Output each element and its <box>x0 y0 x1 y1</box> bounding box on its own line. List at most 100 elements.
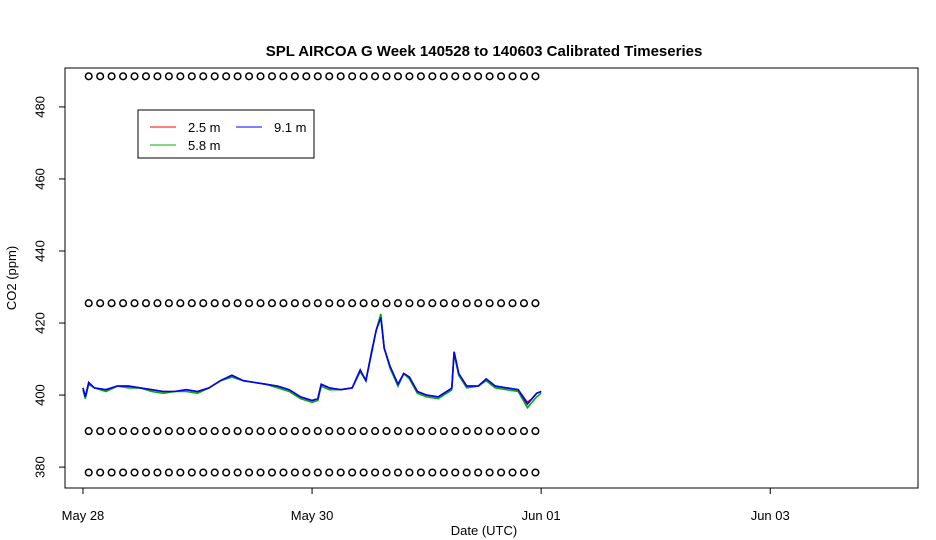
x-tick-label: May 28 <box>62 508 105 523</box>
calibration-point <box>474 468 483 477</box>
calibration-point <box>267 427 277 436</box>
calibration-point <box>302 299 311 308</box>
calibration-point <box>531 72 540 81</box>
calibration-point <box>462 468 471 477</box>
calibration-point <box>119 468 128 477</box>
calibration-point <box>141 427 151 436</box>
calibration-point <box>141 468 151 477</box>
calibration-point <box>233 299 242 308</box>
chart-title: SPL AIRCOA G Week 140528 to 140603 Calib… <box>266 43 703 60</box>
calibration-point <box>256 427 265 436</box>
calibration-point <box>451 299 460 308</box>
calibration-point <box>416 72 425 81</box>
calibration-point <box>416 299 425 308</box>
series-line <box>82 313 542 410</box>
x-tick-label: Jun 01 <box>522 508 561 523</box>
calibration-point <box>130 468 139 477</box>
calibration-point <box>348 299 357 308</box>
calibration-point <box>531 427 540 436</box>
plot-frame <box>64 67 919 489</box>
calibration-point <box>519 427 529 436</box>
calibration-point <box>348 427 357 436</box>
calibration-point <box>164 427 173 436</box>
calibration-point <box>187 72 196 81</box>
calibration-point <box>325 72 334 81</box>
calibration-point <box>164 299 173 308</box>
calibration-point <box>130 427 139 436</box>
calibration-point <box>119 299 128 308</box>
calibration-point <box>199 427 208 436</box>
calibration-point <box>96 299 105 308</box>
y-tick-label: 480 <box>32 96 47 118</box>
calibration-point <box>313 468 322 477</box>
calibration-point <box>107 299 116 308</box>
calibration-point <box>531 468 540 477</box>
legend-label: 5.8 m <box>188 138 221 153</box>
calibration-point <box>176 299 185 308</box>
calibration-point <box>405 468 414 477</box>
calibration-point <box>302 427 311 436</box>
calibration-point <box>428 468 437 477</box>
calibration-point <box>485 299 494 308</box>
calibration-point <box>153 72 162 81</box>
calibration-point <box>164 72 173 81</box>
calibration-point <box>84 427 93 436</box>
legend-label: 2.5 m <box>188 120 221 135</box>
calibration-point <box>485 72 494 81</box>
calibration-point <box>371 299 380 308</box>
calibration-point <box>222 72 231 81</box>
calibration-point <box>359 468 368 477</box>
x-tick-label: Jun 03 <box>751 508 790 523</box>
calibration-point <box>462 427 471 436</box>
calibration-point <box>222 299 231 308</box>
calibration-point <box>256 72 265 81</box>
y-axis-label: CO2 (ppm) <box>4 246 19 310</box>
calibration-point <box>497 427 506 436</box>
calibration-point <box>313 427 322 436</box>
calibration-point <box>222 468 231 477</box>
calibration-point <box>176 468 185 477</box>
calibration-point <box>497 72 506 81</box>
calibration-point <box>451 72 460 81</box>
calibration-point <box>531 299 540 308</box>
legend-label: 9.1 m <box>274 120 307 135</box>
calibration-point <box>130 299 139 308</box>
calibration-point <box>336 468 345 477</box>
calibration-point <box>462 72 471 81</box>
calibration-point <box>279 427 288 436</box>
calibration-point <box>336 299 345 308</box>
calibration-point <box>210 299 219 308</box>
calibration-point <box>359 72 368 81</box>
calibration-point <box>416 468 425 477</box>
calibration-point <box>267 468 277 477</box>
calibration-point <box>313 299 322 308</box>
calibration-point <box>199 299 208 308</box>
calibration-point <box>382 468 391 477</box>
y-tick-label: 380 <box>32 456 47 478</box>
calibration-point <box>393 468 403 477</box>
calibration-point <box>519 468 529 477</box>
calibration-point <box>245 299 254 308</box>
calibration-point <box>302 72 311 81</box>
calibration-point <box>256 468 265 477</box>
calibration-point <box>84 299 93 308</box>
calibration-point <box>199 468 208 477</box>
calibration-point <box>210 427 219 436</box>
calibration-point <box>96 427 105 436</box>
y-tick-label: 400 <box>32 384 47 406</box>
calibration-point <box>325 299 334 308</box>
calibration-point <box>336 427 345 436</box>
y-tick-label: 460 <box>32 168 47 190</box>
calibration-point <box>462 299 471 308</box>
calibration-point <box>176 427 185 436</box>
calibration-point <box>153 468 162 477</box>
x-tick-label: May 30 <box>291 508 334 523</box>
calibration-point <box>428 299 437 308</box>
y-tick-label: 420 <box>32 312 47 334</box>
calibration-point <box>141 299 151 308</box>
calibration-point <box>107 72 116 81</box>
calibration-point <box>485 468 494 477</box>
calibration-point <box>279 468 288 477</box>
calibration-point <box>393 299 403 308</box>
